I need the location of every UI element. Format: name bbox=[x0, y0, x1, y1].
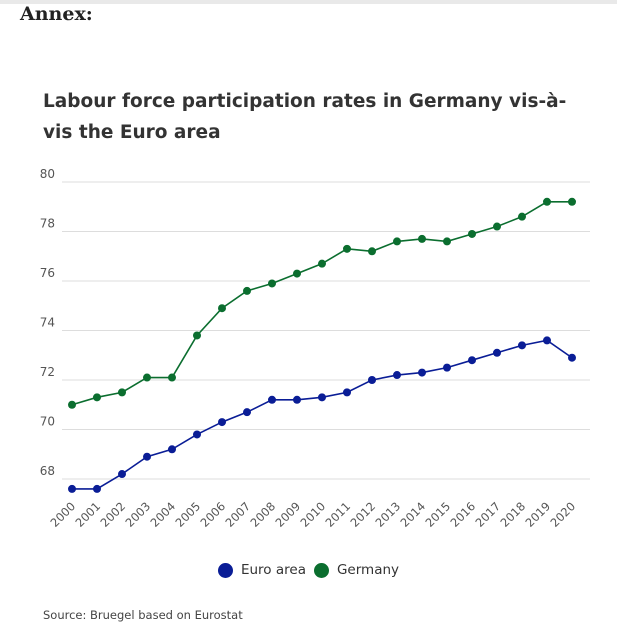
x-tick-label: 2004 bbox=[148, 499, 179, 530]
y-tick-label: 80 bbox=[40, 167, 55, 181]
data-point bbox=[293, 269, 301, 278]
data-point bbox=[293, 395, 301, 404]
legend-item-euro-area[interactable]: Euro area bbox=[217, 562, 306, 578]
data-point bbox=[368, 247, 376, 256]
data-point bbox=[143, 452, 151, 461]
chart-title: Labour force participation rates in Germ… bbox=[43, 91, 567, 143]
x-tick-label: 2005 bbox=[173, 499, 204, 530]
data-point bbox=[543, 336, 551, 345]
data-point bbox=[143, 373, 151, 382]
data-point bbox=[543, 197, 551, 206]
data-point bbox=[418, 234, 426, 243]
y-tick-label: 76 bbox=[40, 266, 55, 280]
x-tick-label: 2015 bbox=[423, 499, 454, 530]
data-point bbox=[443, 363, 451, 372]
x-tick-label: 2003 bbox=[123, 499, 154, 530]
y-tick-label: 70 bbox=[40, 415, 55, 429]
legend-marker-euro-area bbox=[217, 562, 233, 578]
data-point bbox=[118, 388, 126, 397]
data-point bbox=[568, 353, 576, 362]
line-chart: 6870727476788020002001200220032004200520… bbox=[40, 167, 590, 530]
data-point bbox=[218, 304, 226, 313]
data-point bbox=[68, 400, 76, 409]
x-tick-label: 2000 bbox=[48, 499, 79, 530]
data-point bbox=[343, 244, 351, 253]
data-point bbox=[568, 197, 576, 206]
annex-heading: Annex: bbox=[20, 3, 93, 25]
x-tick-label: 2001 bbox=[73, 499, 104, 530]
x-tick-label: 2018 bbox=[498, 499, 529, 530]
top-strip bbox=[0, 0, 617, 4]
data-point bbox=[368, 376, 376, 384]
source-note: Source: Bruegel based on Eurostat bbox=[43, 608, 243, 622]
legend-item-germany[interactable]: Germany bbox=[313, 562, 400, 578]
x-tick-label: 2009 bbox=[273, 499, 304, 530]
data-point bbox=[93, 393, 101, 402]
y-tick-label: 72 bbox=[40, 365, 55, 379]
data-point bbox=[93, 484, 101, 493]
x-tick-label: 2007 bbox=[223, 499, 254, 530]
x-tick-label: 2014 bbox=[398, 499, 429, 530]
data-point bbox=[393, 371, 401, 380]
x-tick-label: 2011 bbox=[323, 499, 354, 530]
legend-label-germany: Germany bbox=[336, 562, 400, 578]
data-point bbox=[268, 395, 276, 404]
data-point bbox=[193, 331, 201, 340]
data-point bbox=[393, 237, 401, 246]
data-point bbox=[343, 388, 351, 397]
x-tick-label: 2010 bbox=[298, 499, 329, 530]
data-point bbox=[68, 484, 76, 493]
chart-legend: Euro area Germany bbox=[0, 562, 617, 578]
legend-label-euro-area: Euro area bbox=[240, 562, 306, 578]
data-point bbox=[168, 373, 176, 382]
x-tick-label: 2019 bbox=[523, 499, 554, 530]
data-point bbox=[243, 408, 251, 417]
x-tick-label: 2006 bbox=[198, 499, 229, 530]
data-point bbox=[318, 259, 326, 268]
data-point bbox=[468, 356, 476, 365]
data-point bbox=[493, 348, 501, 357]
y-tick-label: 68 bbox=[40, 464, 55, 478]
data-point bbox=[418, 368, 426, 377]
x-tick-label: 2008 bbox=[248, 499, 279, 530]
x-tick-label: 2012 bbox=[348, 499, 379, 530]
y-tick-label: 74 bbox=[40, 316, 55, 330]
data-point bbox=[493, 222, 501, 231]
data-point bbox=[518, 341, 526, 350]
data-point bbox=[443, 237, 451, 246]
series-line bbox=[72, 339, 573, 490]
data-point bbox=[243, 286, 251, 295]
x-tick-label: 2020 bbox=[548, 499, 579, 530]
x-tick-label: 2017 bbox=[473, 499, 504, 530]
x-tick-label: 2016 bbox=[448, 499, 479, 530]
data-point bbox=[193, 430, 201, 439]
y-tick-label: 78 bbox=[40, 217, 55, 231]
data-point bbox=[468, 229, 476, 238]
data-point bbox=[168, 445, 176, 454]
x-tick-label: 2002 bbox=[98, 499, 129, 530]
data-point bbox=[318, 393, 326, 402]
x-tick-label: 2013 bbox=[373, 499, 404, 530]
data-point bbox=[118, 470, 126, 479]
data-point bbox=[268, 279, 276, 288]
data-point bbox=[218, 418, 226, 427]
data-point bbox=[518, 212, 526, 221]
legend-marker-germany bbox=[313, 562, 329, 578]
